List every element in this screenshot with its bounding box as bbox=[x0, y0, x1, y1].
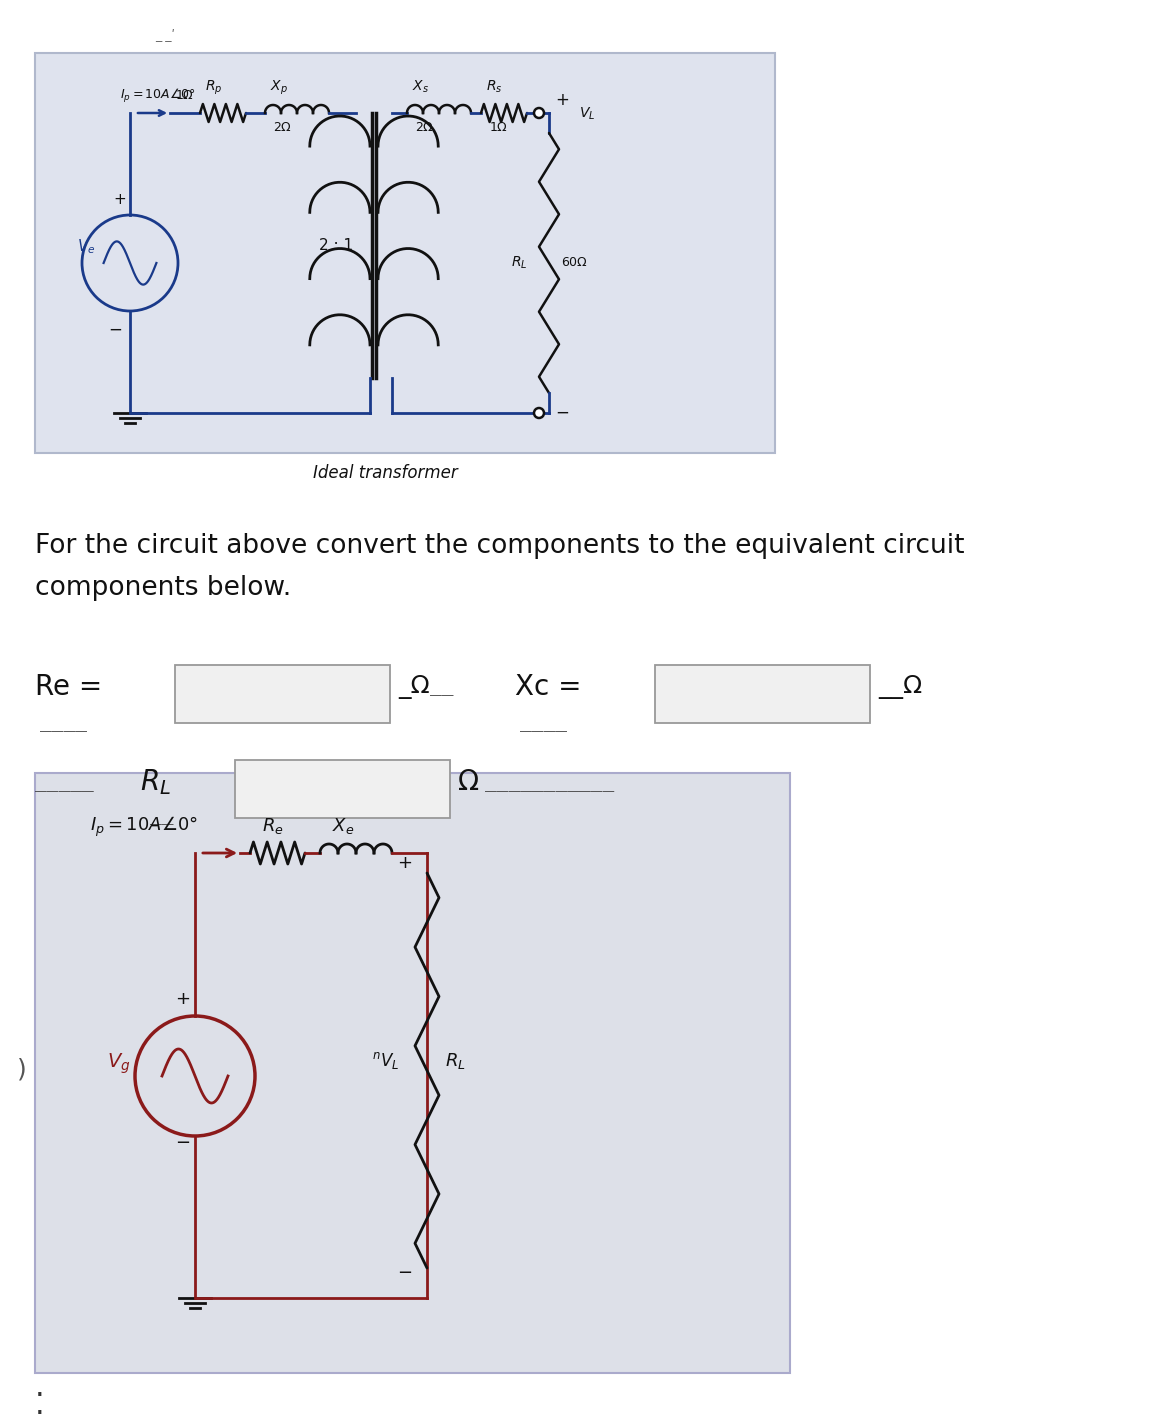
Text: $X_e$: $X_e$ bbox=[332, 815, 355, 835]
Text: $X_s$: $X_s$ bbox=[412, 79, 429, 96]
Circle shape bbox=[534, 109, 544, 119]
Text: $R_L$: $R_L$ bbox=[511, 254, 527, 271]
Text: −: − bbox=[397, 1264, 412, 1282]
Text: $I_p = 10 A \angle 0°$: $I_p = 10 A \angle 0°$ bbox=[90, 815, 198, 840]
Text: +: + bbox=[397, 854, 412, 873]
Bar bbox=[175, 665, 390, 723]
Text: Xc =: Xc = bbox=[515, 673, 581, 701]
Text: .: . bbox=[35, 1391, 45, 1421]
Text: __: __ bbox=[150, 805, 174, 825]
Text: $X_p$: $X_p$ bbox=[270, 79, 288, 97]
Text: $2\Omega$: $2\Omega$ bbox=[414, 121, 434, 134]
Text: ____: ____ bbox=[520, 713, 567, 733]
Bar bbox=[35, 773, 790, 1372]
Text: 2 : 1: 2 : 1 bbox=[319, 238, 353, 254]
Text: ____: ____ bbox=[40, 713, 87, 733]
Text: Ω: Ω bbox=[458, 768, 479, 795]
Text: For the circuit above convert the components to the equivalent circuit: For the circuit above convert the compon… bbox=[35, 533, 965, 558]
Text: $^nV_L$: $^nV_L$ bbox=[372, 1050, 399, 1071]
Text: ___________: ___________ bbox=[485, 773, 614, 791]
Text: +: + bbox=[175, 990, 190, 1008]
Circle shape bbox=[534, 408, 544, 418]
Text: $R_s$: $R_s$ bbox=[486, 79, 502, 96]
Text: −: − bbox=[555, 404, 569, 423]
Text: $1\Omega$: $1\Omega$ bbox=[490, 121, 508, 134]
Bar bbox=[235, 760, 450, 818]
Text: Ideal transformer: Ideal transformer bbox=[312, 464, 458, 483]
Text: _Ω: _Ω bbox=[398, 675, 430, 698]
Text: −: − bbox=[108, 321, 122, 338]
Text: $V_L$: $V_L$ bbox=[579, 106, 595, 123]
Text: $1\Omega$: $1\Omega$ bbox=[175, 89, 194, 101]
Text: −: − bbox=[175, 1134, 190, 1152]
Bar bbox=[35, 53, 775, 453]
Text: Re =: Re = bbox=[35, 673, 102, 701]
Text: $R_e$: $R_e$ bbox=[262, 815, 284, 835]
Text: __Ω: __Ω bbox=[878, 675, 923, 698]
Text: components below.: components below. bbox=[35, 575, 291, 601]
Text: +: + bbox=[555, 91, 569, 109]
Text: +: + bbox=[114, 191, 127, 207]
Text: _ _ʹ: _ _ʹ bbox=[155, 29, 175, 41]
Text: $2\Omega$: $2\Omega$ bbox=[274, 121, 292, 134]
Text: $V_e$: $V_e$ bbox=[77, 237, 95, 256]
Text: $R_p$: $R_p$ bbox=[205, 79, 222, 97]
Text: $60\Omega$: $60\Omega$ bbox=[561, 257, 588, 270]
Text: $V_g$: $V_g$ bbox=[107, 1052, 130, 1077]
Text: $R_L$: $R_L$ bbox=[140, 767, 171, 797]
Text: __: __ bbox=[430, 677, 453, 697]
Bar bbox=[655, 665, 870, 723]
Text: _____: _____ bbox=[35, 773, 94, 791]
Text: $R_L$: $R_L$ bbox=[445, 1051, 466, 1071]
Text: .: . bbox=[35, 1374, 45, 1402]
Text: ): ) bbox=[16, 1057, 27, 1081]
Text: $I_p = 10A\angle 0°$: $I_p = 10A\angle 0°$ bbox=[120, 87, 196, 106]
